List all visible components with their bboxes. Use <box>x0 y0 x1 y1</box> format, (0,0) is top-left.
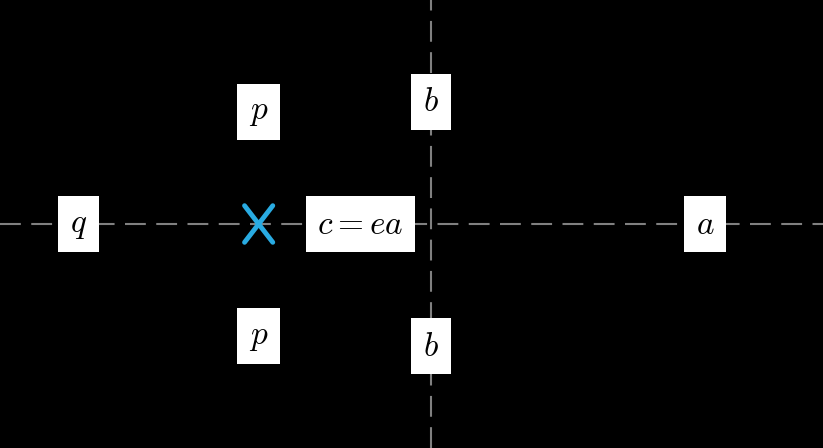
Text: $b$: $b$ <box>423 85 439 118</box>
Text: $a$: $a$ <box>696 207 714 241</box>
Text: $c = ea$: $c = ea$ <box>318 207 403 241</box>
Text: $p$: $p$ <box>249 319 268 353</box>
Text: $q$: $q$ <box>70 207 87 241</box>
Text: $b$: $b$ <box>423 330 439 363</box>
Text: $p$: $p$ <box>249 95 268 129</box>
